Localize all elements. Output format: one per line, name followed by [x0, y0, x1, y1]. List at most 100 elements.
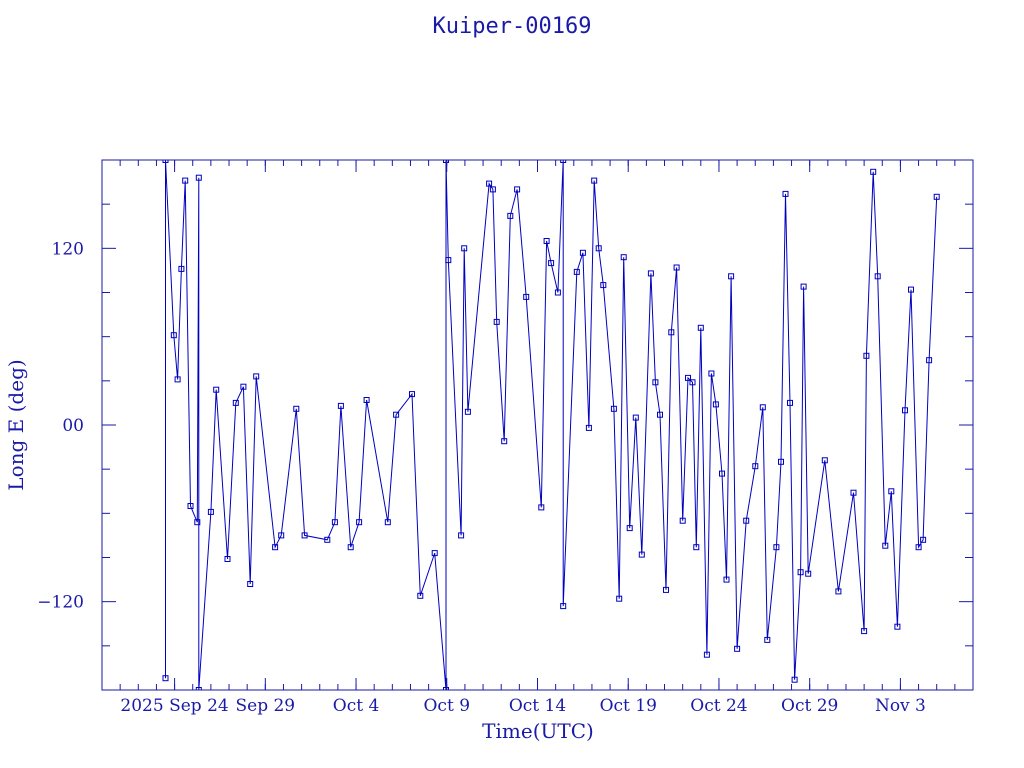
data-point-marker [207, 508, 214, 515]
data-point-marker [507, 212, 514, 219]
data-point-marker [240, 383, 247, 390]
chart-title: Kuiper-00169 [432, 14, 592, 39]
data-point-marker [501, 438, 508, 445]
data-point-marker [708, 370, 715, 377]
data-point-marker [174, 376, 181, 383]
data-point-marker [652, 379, 659, 386]
data-point-marker [791, 676, 798, 683]
data-point-marker [324, 536, 331, 543]
data-point-marker [337, 402, 344, 409]
data-point-marker [543, 238, 550, 244]
data-point-marker [384, 519, 391, 526]
data-point-marker [493, 318, 500, 325]
data-point-marker [213, 386, 220, 393]
data-point-marker [835, 588, 842, 595]
data-point-marker [679, 517, 686, 524]
data-point-marker [728, 273, 735, 280]
data-point-marker [920, 536, 927, 543]
data-point-marker [554, 289, 561, 296]
data-point-marker [759, 404, 766, 411]
data-point-marker [874, 273, 881, 280]
data-point-marker [409, 391, 415, 398]
data-point-marker [548, 260, 555, 267]
data-point-marker [573, 268, 580, 275]
data-point-marker [743, 517, 750, 524]
y-tick-label: 120 [52, 239, 84, 259]
data-point-marker [301, 532, 308, 539]
data-point-marker [703, 651, 710, 658]
data-point-marker [431, 550, 438, 557]
data-point-marker [489, 186, 496, 193]
data-point-marker [170, 332, 177, 339]
data-point-marker [870, 168, 877, 175]
y-axis-label: Long E (deg) [4, 359, 28, 490]
data-point-marker [908, 286, 914, 293]
data-point-marker [638, 551, 645, 558]
data-point-marker [861, 628, 868, 635]
data-point-marker [863, 352, 870, 359]
data-point-marker [356, 519, 363, 526]
data-point-marker [712, 401, 719, 408]
data-point-marker [347, 544, 354, 551]
data-point-marker [805, 570, 812, 577]
x-tick-label: Oct 19 [600, 696, 657, 716]
data-point-marker [773, 544, 780, 551]
data-point-marker [668, 329, 675, 336]
data-point-marker [253, 373, 260, 380]
data-point-marker [778, 458, 784, 465]
data-point-marker [719, 470, 725, 477]
data-point-marker [591, 177, 598, 184]
data-point-marker [734, 645, 741, 652]
data-point-marker [194, 519, 201, 526]
data-point-marker [464, 408, 471, 415]
data-point-marker [752, 463, 759, 470]
data-point-marker [600, 282, 607, 289]
data-point-marker [657, 411, 663, 418]
data-point-marker [445, 257, 452, 264]
data-point-marker [278, 532, 285, 539]
data-point-marker [458, 532, 465, 539]
data-point-marker [632, 414, 639, 421]
y-tick-label: −120 [37, 593, 84, 613]
x-tick-label: Oct 29 [781, 696, 838, 716]
data-point-marker [693, 544, 700, 551]
data-point-marker [902, 407, 908, 414]
data-point-marker [363, 397, 370, 403]
data-point-marker [523, 293, 530, 300]
data-point-marker [797, 569, 804, 576]
data-point-marker [926, 357, 933, 364]
data-point-marker [461, 245, 468, 252]
x-tick-label: Nov 3 [875, 696, 926, 716]
data-point-marker [673, 264, 680, 271]
data-point-marker [560, 603, 567, 610]
plot-frame [101, 159, 974, 691]
data-point-marker [182, 177, 189, 184]
data-point-marker [723, 576, 730, 583]
data-point-marker [486, 180, 493, 187]
data-point-marker [595, 245, 602, 252]
data-point-marker [579, 249, 586, 256]
data-point-marker [443, 160, 449, 163]
x-tick-label: Oct 24 [690, 696, 747, 716]
data-point-marker [162, 675, 169, 682]
data-point-marker [224, 556, 231, 562]
data-point-marker [620, 254, 627, 261]
data-point-marker [616, 595, 623, 602]
data-point-marker [232, 399, 239, 406]
data-point-marker [272, 544, 279, 551]
data-point-marker [647, 270, 654, 277]
series-line [165, 160, 938, 690]
data-point-marker [800, 283, 807, 290]
x-tick-label: 2025 Sep 24 [120, 696, 228, 716]
data-point-marker [178, 265, 185, 272]
data-point-marker [514, 186, 521, 193]
y-tick-label: 00 [62, 416, 84, 436]
data-point-marker [626, 525, 633, 532]
data-point-marker [195, 174, 202, 181]
data-point-marker [393, 411, 400, 418]
data-point-marker [443, 687, 449, 690]
data-point-marker [247, 581, 254, 587]
x-tick-label: Oct 4 [333, 696, 380, 716]
data-point-marker [538, 504, 545, 511]
